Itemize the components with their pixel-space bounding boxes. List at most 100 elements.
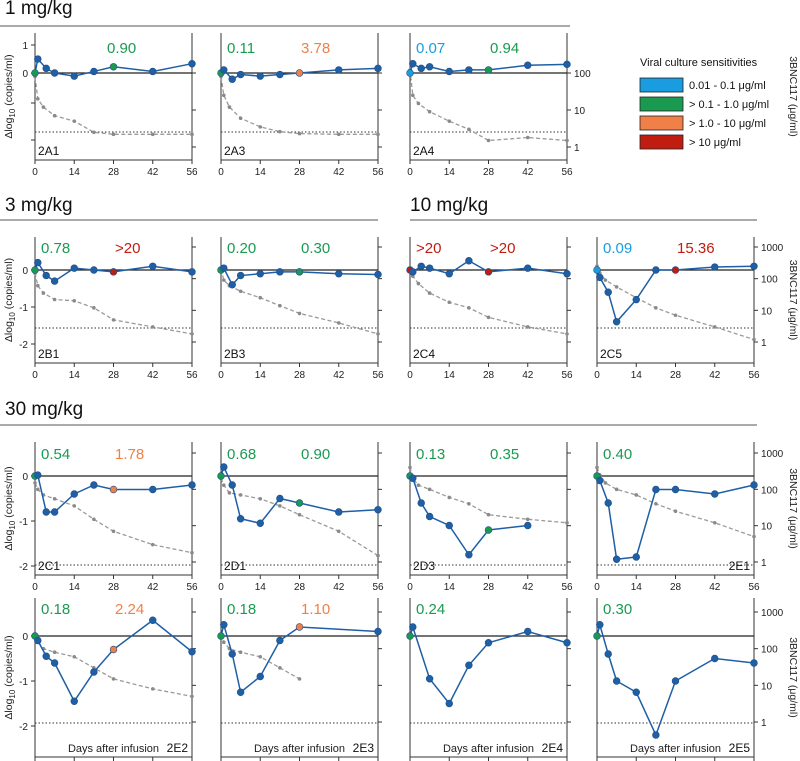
panel-id-label: 2E1 [729, 559, 751, 573]
viral-load-point [445, 67, 453, 76]
antibody-point [595, 465, 599, 470]
antibody-line [409, 268, 568, 335]
viral-load-point [612, 318, 621, 326]
x-tick-label: 42 [709, 582, 721, 593]
sensitivity-label: 0.20 [227, 240, 256, 257]
viral-load-point [524, 264, 532, 272]
viral-load-point [31, 69, 39, 77]
antibody-point [111, 132, 116, 137]
viral-load-point [188, 648, 196, 656]
viral-load-point [596, 621, 604, 629]
viral-load-point [188, 481, 196, 489]
sensitivity-label: >20 [115, 240, 140, 257]
antibody-point [565, 520, 569, 525]
panel-id-label: 2E3 [353, 741, 375, 755]
antibody-point [525, 135, 530, 140]
viral-load-point [220, 264, 228, 272]
antibody-line [596, 467, 755, 538]
legend-title: Viral culture sensitivities [640, 57, 758, 69]
x-tick-label: 56 [372, 582, 384, 593]
viral-load-point [90, 67, 98, 76]
viral-load-point [417, 499, 425, 507]
x-tick-label: 56 [748, 582, 760, 593]
right-tick-label: 1000 [761, 449, 784, 460]
sensitivity-label: >20 [490, 240, 515, 257]
x-tick-label: 14 [255, 582, 267, 593]
viral-load-point [465, 257, 473, 265]
viral-load-point [34, 258, 42, 267]
panel-2D3: 0 14 28 42 56 0.13 0.35 2D3 [406, 442, 573, 593]
x-tick-label: 0 [407, 167, 413, 178]
y-tick-label: 0 [22, 472, 28, 483]
panel-id-label: 2B1 [38, 347, 60, 361]
viral-load-point [596, 476, 604, 485]
panel-id-label: 2E2 [167, 741, 189, 755]
x-tick-label: 42 [522, 167, 534, 178]
viral-load-point [256, 519, 264, 527]
y-left-title-prefix: Δlog [3, 698, 15, 719]
viral-load-point [31, 266, 39, 274]
viral-load-line [409, 475, 528, 557]
x-tick-label: 56 [561, 582, 573, 593]
antibody-point [712, 325, 717, 329]
y-left-title-prefix: Δlog [3, 117, 15, 138]
antibody-point [614, 487, 619, 492]
x-tick-label: 56 [561, 167, 573, 178]
x-tick-label: 42 [333, 582, 345, 593]
y-left-title-sub: 10 [8, 689, 17, 698]
legend-swatch [639, 77, 684, 93]
x-tick-label: 14 [69, 167, 81, 178]
panel-2B3: 0 14 28 42 56 0.20 0.30 2B3 [217, 237, 384, 381]
antibody-point [190, 132, 194, 137]
viral-load-line [34, 474, 193, 513]
sensitivity-label: 1.10 [301, 601, 330, 618]
antibody-line [220, 76, 378, 135]
y-left-axis-title: Δlog10 (copies/ml) [3, 466, 17, 550]
viral-load-point [335, 508, 343, 516]
antibody-point [222, 640, 226, 645]
antibody-point [336, 529, 341, 534]
viral-load-point [425, 512, 434, 521]
viral-load-point [750, 659, 758, 667]
antibody-point [614, 285, 619, 289]
x-tick-label: 0 [218, 370, 224, 381]
antibody-point [654, 306, 658, 310]
viral-load-point [109, 63, 118, 71]
viral-load-point [671, 266, 680, 274]
x-tick-label: 14 [255, 167, 267, 178]
panel-id-label: 2C5 [600, 347, 622, 361]
antibody-point [278, 666, 282, 670]
legend-swatch [639, 96, 684, 112]
x-tick-label: 28 [483, 582, 495, 593]
viral-load-point [149, 616, 157, 624]
right-tick-label: 1 [761, 718, 767, 729]
antibody-point [258, 125, 263, 129]
viral-load-point [484, 268, 493, 276]
viral-load-point [711, 490, 719, 498]
y-left-axis-title: Δlog10 (copies/ml) [3, 635, 17, 719]
x-tick-label: 0 [594, 370, 600, 381]
antibody-point [416, 281, 421, 286]
x-tick-label: 0 [407, 370, 413, 381]
viral-load-point [34, 636, 42, 645]
viral-load-point [50, 659, 59, 667]
antibody-point [52, 650, 57, 655]
antibody-point [36, 487, 40, 492]
sensitivity-label: 0.90 [301, 446, 330, 463]
legend-label: > 10 μg/ml [689, 137, 741, 149]
antibody-point [41, 291, 46, 295]
antibody-point [634, 493, 639, 497]
x-tick-label: 0 [218, 582, 224, 593]
panel-id-label: 2A4 [413, 144, 435, 158]
viral-load-point [109, 485, 118, 494]
antibody-line [34, 482, 193, 554]
y-left-axis-title: Δlog10 (copies/ml) [3, 258, 17, 342]
antibody-point [238, 289, 243, 294]
viral-load-point [409, 59, 417, 68]
viral-load-point [524, 627, 532, 636]
right-tick-label: 1 [761, 558, 767, 569]
y-right-axis-title: 3BNC117 (μg/ml) [787, 260, 799, 341]
antibody-point [408, 465, 412, 470]
right-tick-label: 1 [574, 143, 580, 154]
